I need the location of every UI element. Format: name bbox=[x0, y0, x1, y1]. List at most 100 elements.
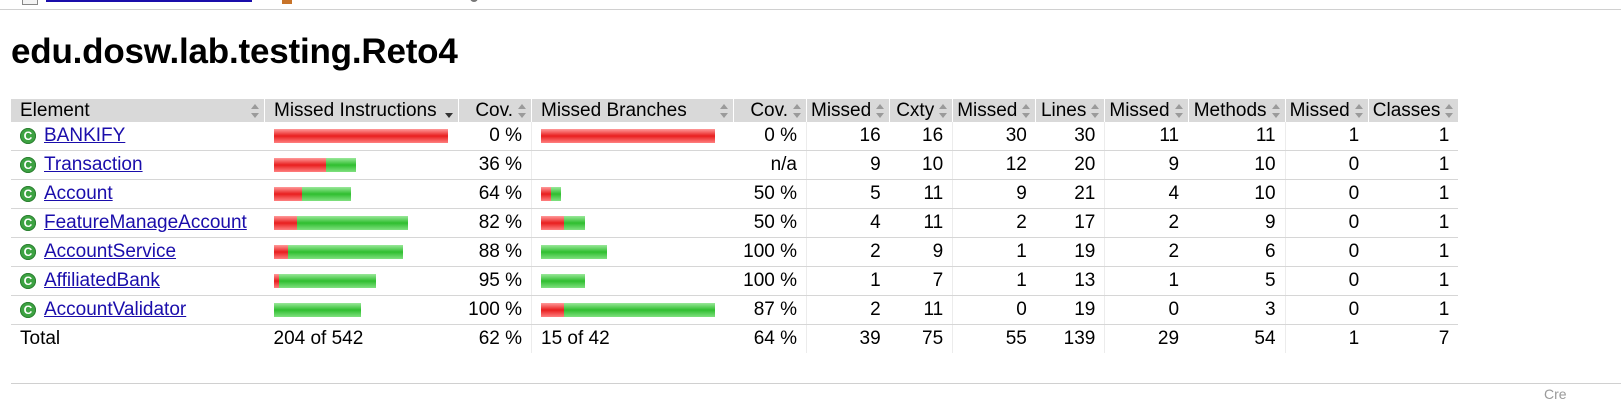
sort-icon[interactable] bbox=[1022, 104, 1031, 118]
sort-icon[interactable] bbox=[1174, 104, 1184, 118]
missed-lines: 0 bbox=[952, 295, 1036, 325]
table-row: C FeatureManageAccount 82 % 50 % 4 11 2 … bbox=[11, 208, 1459, 238]
report-icon bbox=[22, 0, 38, 5]
missed-cxty: 2 bbox=[805, 295, 890, 325]
missed-bar-segment bbox=[541, 216, 564, 230]
missed-branches-cell bbox=[531, 150, 734, 180]
instruction-coverage-bar bbox=[273, 303, 450, 317]
total-missed-lines: 55 bbox=[952, 324, 1036, 353]
total-row: Total 204 of 542 62 % 15 of 42 64 % 39 7… bbox=[11, 324, 1458, 353]
covered-bar-segment bbox=[278, 274, 376, 288]
header-label: Missed bbox=[1109, 99, 1170, 121]
missed-lines: 1 bbox=[952, 237, 1036, 267]
total-lines: 139 bbox=[1063, 328, 1096, 349]
covered-bar-segment bbox=[296, 216, 408, 230]
header-element[interactable]: Element bbox=[11, 99, 265, 122]
missed-bar-segment bbox=[541, 187, 551, 201]
instruction-coverage: 64 % bbox=[458, 179, 532, 209]
table-row: C AffiliatedBank 95 % 100 % 1 7 1 13 1 5… bbox=[11, 266, 1459, 296]
classes: 1 bbox=[1368, 179, 1459, 209]
sort-icon[interactable] bbox=[939, 104, 948, 118]
header-missed-methods[interactable]: Missed bbox=[1104, 99, 1189, 122]
classes: 1 bbox=[1368, 122, 1459, 151]
lines: 19 bbox=[1035, 295, 1105, 325]
missed-branches-cell bbox=[531, 179, 734, 209]
header-missed-lines[interactable]: Missed bbox=[952, 99, 1036, 122]
header-lines[interactable]: Lines bbox=[1035, 99, 1105, 122]
header-missed-instructions[interactable]: Missed Instructions bbox=[264, 99, 459, 122]
sort-icon[interactable] bbox=[518, 104, 527, 118]
footer-text: Cre bbox=[1544, 386, 1567, 402]
missed-lines: 2 bbox=[952, 208, 1036, 238]
sort-icon[interactable] bbox=[876, 104, 885, 118]
class-icon: C bbox=[20, 215, 36, 231]
total-branches: 15 of 42 bbox=[531, 324, 734, 353]
classes: 1 bbox=[1368, 266, 1459, 296]
element-link[interactable]: FeatureManageAccount bbox=[44, 212, 247, 233]
branch-coverage: 50 % bbox=[733, 179, 807, 209]
header-branch-coverage[interactable]: Cov. bbox=[733, 99, 807, 122]
branch-coverage-bar bbox=[541, 216, 725, 230]
missed-cxty: 16 bbox=[805, 122, 890, 151]
header-label: Element bbox=[20, 99, 90, 121]
element-link[interactable]: AccountValidator bbox=[44, 299, 187, 320]
total-branch-coverage: 64 % bbox=[753, 328, 797, 349]
total-methods: 54 bbox=[1254, 328, 1276, 349]
classes: 1 bbox=[1368, 295, 1459, 325]
header-missed-classes[interactable]: Missed bbox=[1284, 99, 1369, 122]
total-cxty: 75 bbox=[922, 328, 944, 349]
element-link[interactable]: Account bbox=[44, 183, 113, 204]
total-missed-methods: 29 bbox=[1104, 324, 1189, 353]
header-label: Lines bbox=[1040, 99, 1087, 121]
class-icon: C bbox=[20, 273, 36, 289]
sort-icon[interactable] bbox=[251, 104, 260, 118]
sort-icon[interactable] bbox=[720, 104, 729, 118]
missed-classes: 0 bbox=[1284, 208, 1369, 238]
table-row: C Transaction 36 % n/a 9 10 12 20 9 10 0… bbox=[11, 150, 1459, 180]
breadcrumb-link[interactable] bbox=[46, 0, 252, 2]
sort-icon[interactable] bbox=[793, 104, 802, 118]
missed-classes: 0 bbox=[1284, 237, 1369, 267]
instruction-coverage: 36 % bbox=[458, 150, 532, 180]
branch-coverage-bar bbox=[541, 303, 725, 317]
missed-branches-cell bbox=[531, 208, 734, 238]
sort-icon[interactable] bbox=[1271, 104, 1281, 118]
cxty: 10 bbox=[889, 150, 953, 180]
classes: 1 bbox=[1368, 237, 1459, 267]
element-link[interactable]: Transaction bbox=[44, 154, 143, 175]
footer-divider bbox=[11, 383, 1621, 384]
instruction-coverage-bar bbox=[273, 245, 450, 259]
missed-lines: 12 bbox=[952, 150, 1036, 180]
sort-icon[interactable] bbox=[1091, 104, 1100, 118]
covered-bar-segment bbox=[564, 303, 715, 317]
header-methods[interactable]: Methods bbox=[1187, 99, 1286, 122]
element-link[interactable]: AccountService bbox=[44, 241, 177, 262]
element-cell: C Account bbox=[11, 179, 265, 209]
instruction-coverage-bar bbox=[273, 274, 450, 288]
sort-icon[interactable] bbox=[1445, 104, 1454, 118]
classes: 1 bbox=[1368, 208, 1459, 238]
sort-desc-icon[interactable] bbox=[445, 104, 454, 118]
header-cxty[interactable]: Cxty bbox=[889, 99, 953, 122]
element-link[interactable]: BANKIFY bbox=[44, 125, 126, 146]
header-missed-branches[interactable]: Missed Branches bbox=[531, 99, 734, 122]
missed-methods: 2 bbox=[1104, 208, 1189, 238]
element-link[interactable]: AffiliatedBank bbox=[44, 270, 160, 291]
missed-instructions-cell bbox=[264, 295, 459, 325]
total-missed-classes: 1 bbox=[1284, 324, 1369, 353]
sort-icon[interactable] bbox=[1354, 104, 1364, 118]
methods: 3 bbox=[1188, 295, 1286, 325]
instruction-coverage: 95 % bbox=[458, 266, 532, 296]
missed-methods: 0 bbox=[1104, 295, 1189, 325]
branch-coverage: 50 % bbox=[733, 208, 807, 238]
header-classes[interactable]: Classes bbox=[1367, 99, 1459, 122]
branch-coverage-bar bbox=[541, 187, 725, 201]
missed-classes: 0 bbox=[1284, 266, 1369, 296]
methods: 10 bbox=[1188, 150, 1286, 180]
missed-classes: 0 bbox=[1284, 150, 1369, 180]
header-instruction-coverage[interactable]: Cov. bbox=[458, 99, 532, 122]
header-missed-cxty[interactable]: Missed bbox=[805, 99, 890, 122]
instruction-coverage-bar bbox=[273, 158, 450, 172]
missed-branches-cell bbox=[531, 266, 734, 296]
cxty: 11 bbox=[889, 208, 953, 238]
